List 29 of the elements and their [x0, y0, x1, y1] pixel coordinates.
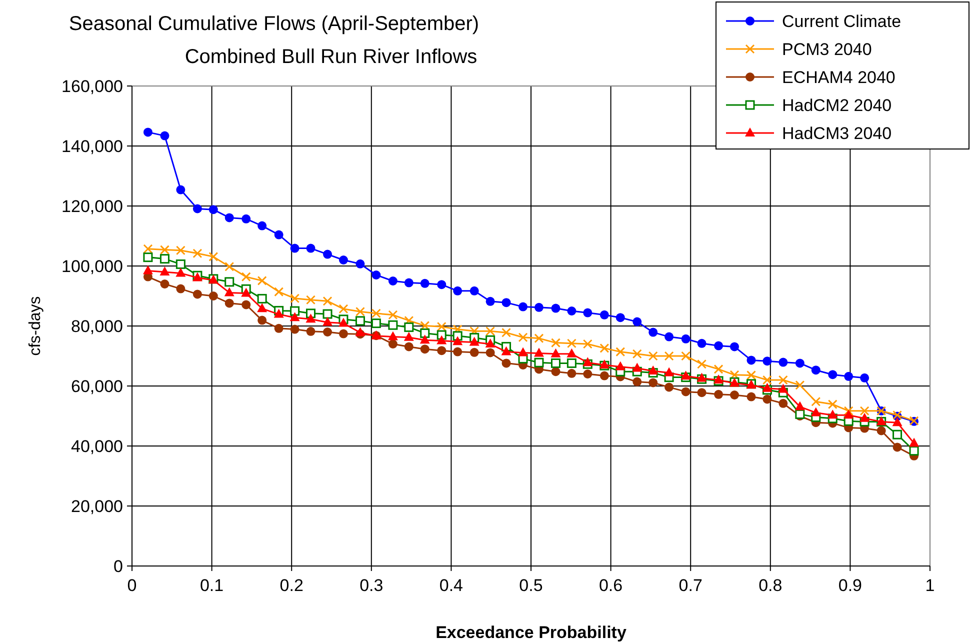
- y-tick-label: 40,000: [71, 437, 123, 456]
- y-tick-label: 60,000: [71, 377, 123, 396]
- x-tick-label: 0.6: [598, 576, 623, 595]
- chart-title: Seasonal Cumulative Flows (April-September): [68, 13, 480, 35]
- y-tick-label: 140,000: [62, 137, 123, 156]
- y-tick-label: 20,000: [71, 497, 123, 516]
- x-tick-label: 0.4: [439, 576, 464, 595]
- legend-label: ECHAM4 2040: [782, 68, 896, 87]
- x-tick-label: 0.1: [200, 576, 224, 595]
- y-tick-label: 160,000: [62, 77, 123, 96]
- x-tick-label: 0.9: [838, 576, 862, 595]
- x-axis-title: Exceedance Probability: [436, 623, 627, 642]
- legend-label: HadCM2 2040: [782, 96, 892, 115]
- y-tick-label: 0: [114, 557, 123, 576]
- y-axis-title: cfs-days: [27, 296, 44, 356]
- y-tick-label: 100,000: [62, 257, 123, 276]
- x-tick-label: 0.8: [758, 576, 782, 595]
- x-tick-label: 0: [127, 576, 137, 595]
- chart-subtitle: Combined Bull Run River Inflows: [184, 46, 478, 68]
- x-tick-label: 0.3: [360, 576, 384, 595]
- y-tick-label: 80,000: [71, 317, 123, 336]
- y-tick-label: 120,000: [62, 197, 123, 216]
- legend-label: HadCM3 2040: [782, 124, 892, 143]
- x-tick-label: 0.5: [519, 576, 543, 595]
- legend-label: PCM3 2040: [782, 40, 872, 59]
- x-tick-label: 1: [925, 576, 935, 595]
- x-tick-label: 0.7: [678, 576, 702, 595]
- legend-label: Current Climate: [782, 12, 902, 31]
- x-tick-label: 0.2: [280, 576, 304, 595]
